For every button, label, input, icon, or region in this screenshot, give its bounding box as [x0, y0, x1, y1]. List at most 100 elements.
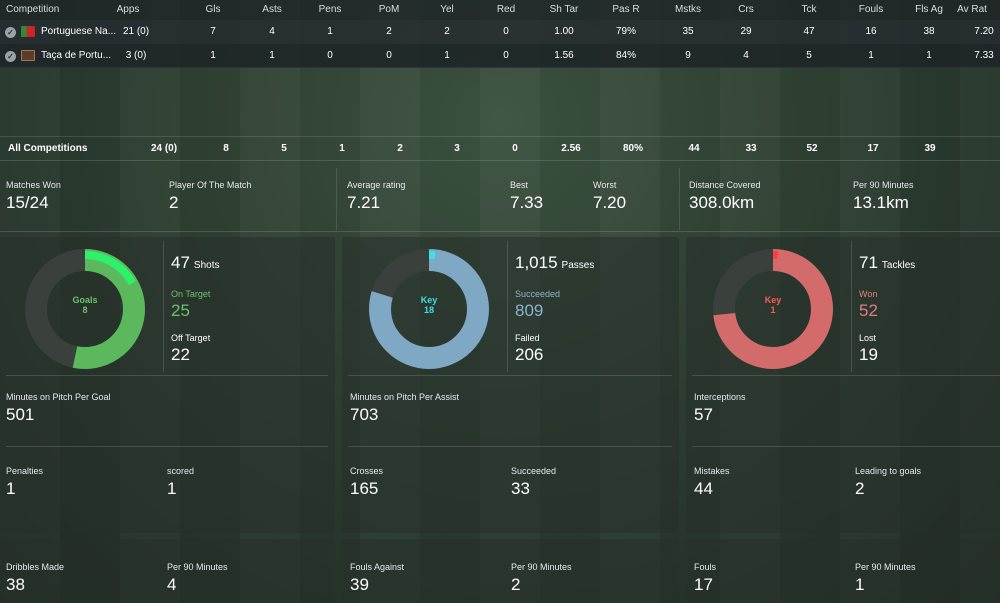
pom-total: 2	[397, 143, 403, 154]
tackles-lost-label: Lost	[859, 333, 877, 343]
col-crs[interactable]: Crs	[738, 4, 754, 15]
crosses-succeeded-label: Succeeded	[511, 466, 557, 476]
shots-main-arc	[25, 249, 145, 369]
mpa-value: 703	[350, 405, 379, 424]
per90-distance-value: 13.1km	[853, 193, 909, 212]
avrat-value: 7.33	[974, 50, 994, 61]
check-icon: ✓	[5, 27, 16, 38]
key-tackles-value: 1	[770, 305, 776, 315]
shtar-value: 1.56	[554, 50, 574, 61]
gls-value: 7	[210, 26, 216, 37]
asts-value: 4	[269, 26, 275, 37]
mpa-label: Minutes on Pitch Per Assist	[350, 392, 460, 402]
tackles-total-value: 71	[859, 253, 878, 272]
tackles-donut-chart[interactable]	[709, 245, 837, 373]
pasr-total: 80%	[622, 143, 644, 154]
per90-distance-label: Per 90 Minutes	[853, 180, 914, 190]
crs-value: 4	[743, 50, 749, 61]
mpg-value: 501	[6, 405, 35, 424]
col-pom[interactable]: PoM	[378, 4, 400, 15]
potm-value: 2	[169, 193, 179, 212]
shtar-value: 1.00	[554, 26, 574, 37]
col-yel[interactable]: Yel	[440, 4, 454, 15]
col-fouls[interactable]: Fouls	[858, 4, 884, 15]
tackles-key-arc	[715, 251, 831, 367]
dribbles90-label: Per 90 Minutes	[167, 562, 228, 572]
avg-rating-value: 7.21	[347, 193, 381, 212]
red-value: 0	[503, 50, 509, 61]
fouls-value: 16	[865, 26, 877, 37]
col-competition[interactable]: Competition	[6, 4, 60, 15]
passes-failed-label: Failed	[515, 333, 540, 343]
divider	[348, 446, 672, 447]
matches-won-label: Matches Won	[6, 180, 61, 190]
divider	[163, 241, 164, 372]
col-pens[interactable]: Pens	[318, 4, 342, 15]
shtar-total: 2.56	[561, 143, 581, 154]
col-shtar[interactable]: Sh Tar	[549, 4, 579, 15]
flsag-value: 1	[926, 50, 932, 61]
fouls90-value: 1	[855, 575, 865, 594]
fouls-total: 17	[867, 143, 879, 154]
fouls-value: 1	[868, 50, 874, 61]
col-avrat[interactable]: Av Rat	[957, 4, 987, 15]
shots-donut-chart[interactable]	[21, 245, 149, 373]
passes-key-arc	[371, 251, 487, 367]
on-target-value: 25	[171, 301, 190, 320]
pens-total: 1	[339, 143, 345, 154]
goals-label: Goals	[72, 295, 98, 305]
competition-name[interactable]: Portuguese Na...	[41, 26, 117, 37]
stats-table-header: Competition Apps Gls Asts Pens PoM Yel R…	[0, 0, 1000, 20]
passes-succeeded-value: 809	[515, 301, 544, 320]
col-flsag[interactable]: Fls Ag	[915, 4, 943, 15]
scored-value: 1	[167, 479, 177, 498]
season-summary: Matches Won 15/24 Player Of The Match 2 …	[0, 168, 1000, 230]
tck-value: 5	[806, 50, 812, 61]
mstks-total: 44	[688, 143, 700, 154]
key-passes-label: Key	[420, 295, 438, 305]
dribbles-value: 38	[6, 575, 25, 594]
passes-donut-chart[interactable]	[365, 245, 493, 373]
pens-value: 0	[327, 50, 333, 61]
off-target-value: 22	[171, 345, 190, 364]
fouls-against-value: 39	[350, 575, 369, 594]
distance-label: Distance Covered	[689, 180, 761, 190]
check-icon: ✓	[5, 51, 16, 62]
crs-value: 29	[740, 26, 752, 37]
col-gls[interactable]: Gls	[205, 4, 221, 15]
col-red[interactable]: Red	[496, 4, 516, 15]
fouls-against-label: Fouls Against	[350, 562, 405, 572]
flsag-total: 39	[924, 143, 936, 154]
fouls-against-panel	[342, 539, 679, 603]
table-row[interactable]: ✓ Taça de Portu... 3 (0) 1 1 0 0 1 0 1.5…	[0, 44, 1000, 68]
fouls-value: 17	[694, 575, 713, 594]
pom-value: 0	[386, 50, 392, 61]
mstks-value: 35	[682, 26, 694, 37]
tck-total: 52	[806, 143, 818, 154]
col-mstks[interactable]: Mstks	[674, 4, 702, 15]
key-tackles-label: Key	[764, 295, 782, 305]
mistakes-value: 44	[694, 479, 713, 498]
on-target-label: On Target	[171, 289, 211, 299]
gls-value: 1	[210, 50, 216, 61]
yel-value: 2	[444, 26, 450, 37]
col-pasr[interactable]: Pas R	[612, 4, 640, 15]
red-value: 0	[503, 26, 509, 37]
competition-name[interactable]: Taça de Portu...	[41, 50, 112, 61]
tackles-won-value: 52	[859, 301, 878, 320]
scored-label: scored	[167, 466, 195, 476]
col-tck[interactable]: Tck	[801, 4, 817, 15]
divider	[6, 375, 328, 376]
col-apps[interactable]: Apps	[116, 4, 140, 15]
worst-label: Worst	[593, 180, 617, 190]
gls-total: 8	[223, 143, 229, 154]
key-tackles-donut-label: Key 1	[743, 295, 803, 315]
tackles-won-label: Won	[859, 289, 878, 299]
passes-failed-value: 206	[515, 345, 544, 364]
table-row[interactable]: ✓ Portuguese Na... 21 (0) 7 4 1 2 2 0 1.…	[0, 20, 1000, 44]
fouls-against90-label: Per 90 Minutes	[511, 562, 572, 572]
mpg-label: Minutes on Pitch Per Goal	[6, 392, 111, 402]
pom-value: 2	[386, 26, 392, 37]
col-asts[interactable]: Asts	[262, 4, 282, 15]
crs-total: 33	[745, 143, 757, 154]
